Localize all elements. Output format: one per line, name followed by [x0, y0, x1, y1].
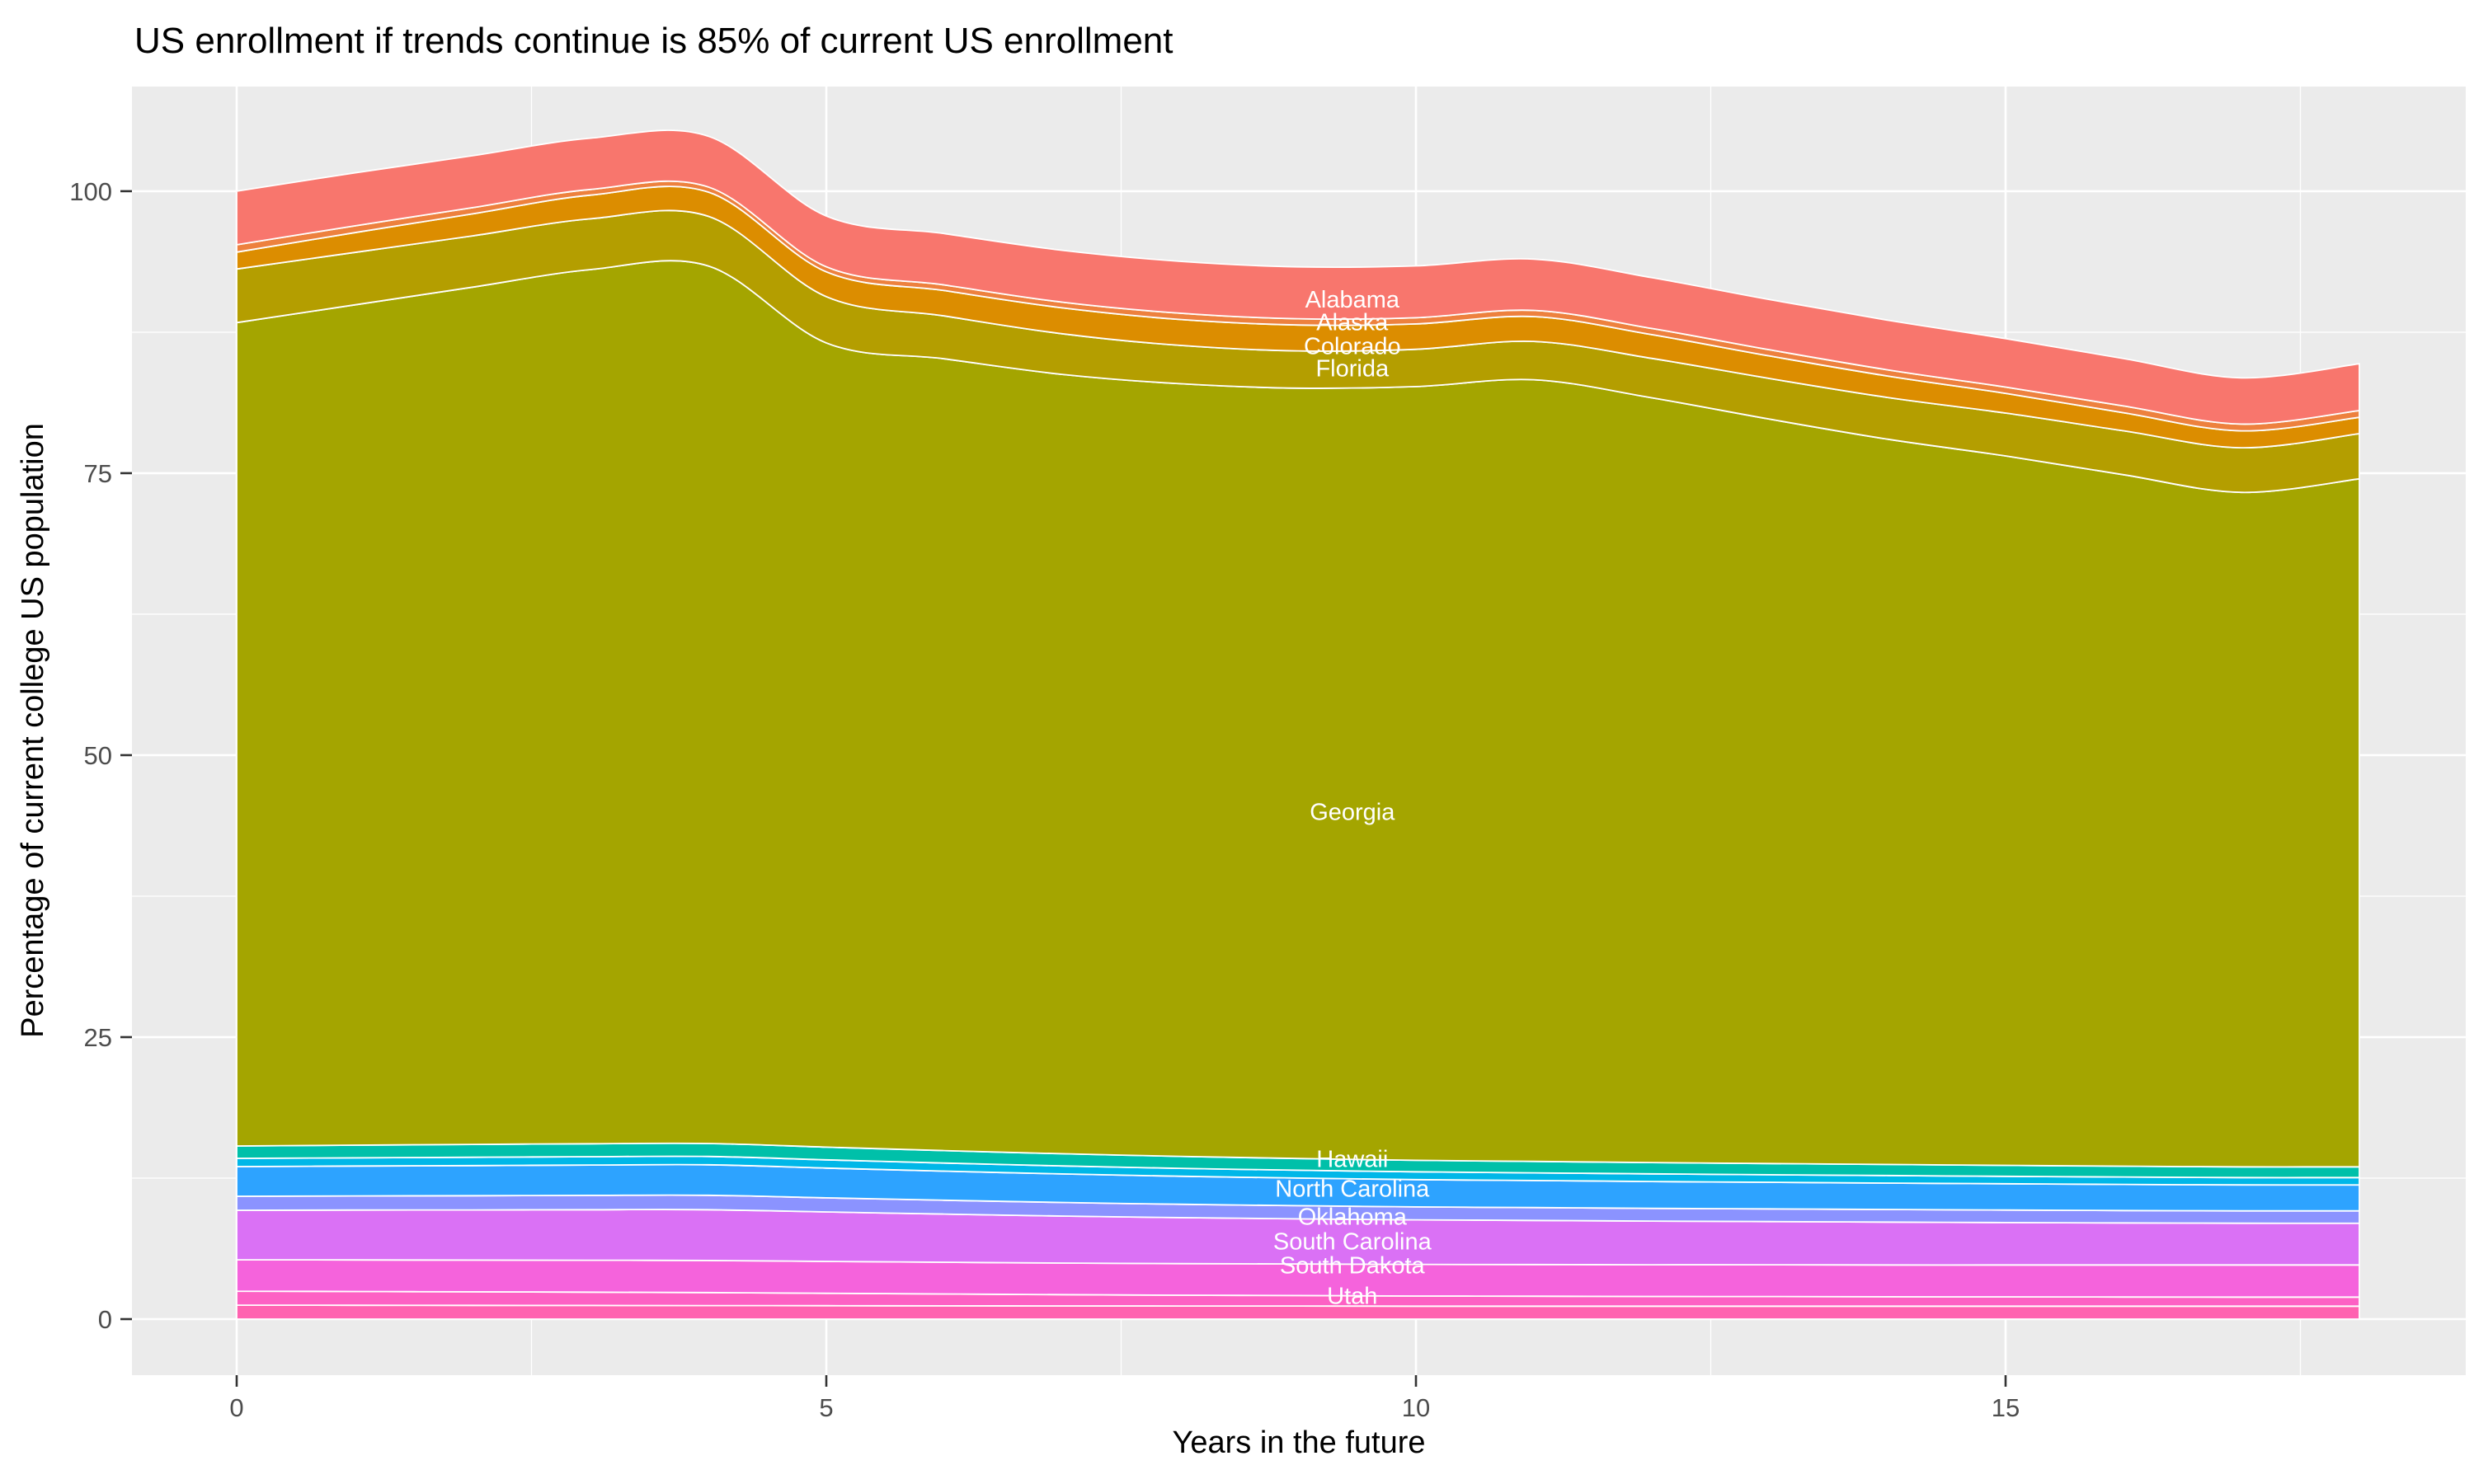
state-label-utah: Utah — [1327, 1283, 1377, 1309]
stacked-areas — [236, 129, 2360, 1320]
y-tick-label: 50 — [84, 741, 112, 770]
axis-tick-marks — [120, 190, 2007, 1387]
area-utah — [236, 1304, 2360, 1320]
x-tick-label: 0 — [229, 1393, 243, 1422]
x-tick-label: 5 — [819, 1393, 833, 1422]
x-axis-title: Years in the future — [1172, 1425, 1425, 1460]
state-label-colorado: Colorado — [1304, 333, 1401, 359]
state-label-florida: Florida — [1315, 356, 1390, 383]
state-label-south-carolina: South Carolina — [1273, 1229, 1432, 1256]
state-label-georgia: Georgia — [1310, 799, 1395, 825]
y-tick-label: 25 — [84, 1023, 112, 1052]
y-axis-title: Percentage of current college US populat… — [16, 423, 50, 1038]
chart-title: US enrollment if trends continue is 85% … — [134, 21, 1173, 61]
y-tick-label: 0 — [98, 1305, 112, 1334]
state-label-alabama: Alabama — [1305, 287, 1400, 313]
y-tick-label: 100 — [69, 177, 112, 206]
y-tick-label: 75 — [84, 459, 112, 488]
state-label-hawaii: Hawaii — [1316, 1147, 1388, 1173]
x-tick-label: 15 — [1992, 1393, 2020, 1422]
area-alabama — [236, 129, 2360, 425]
state-label-oklahoma: Oklahoma — [1298, 1205, 1408, 1231]
axis-tick-labels: 0 5 10 15 0 25 50 75 100 — [69, 177, 2020, 1422]
state-label-alaska: Alaska — [1316, 310, 1389, 336]
x-tick-label: 10 — [1402, 1393, 1430, 1422]
state-label-south-dakota: South Dakota — [1280, 1252, 1426, 1279]
state-label-north-carolina: North Carolina — [1275, 1176, 1430, 1202]
